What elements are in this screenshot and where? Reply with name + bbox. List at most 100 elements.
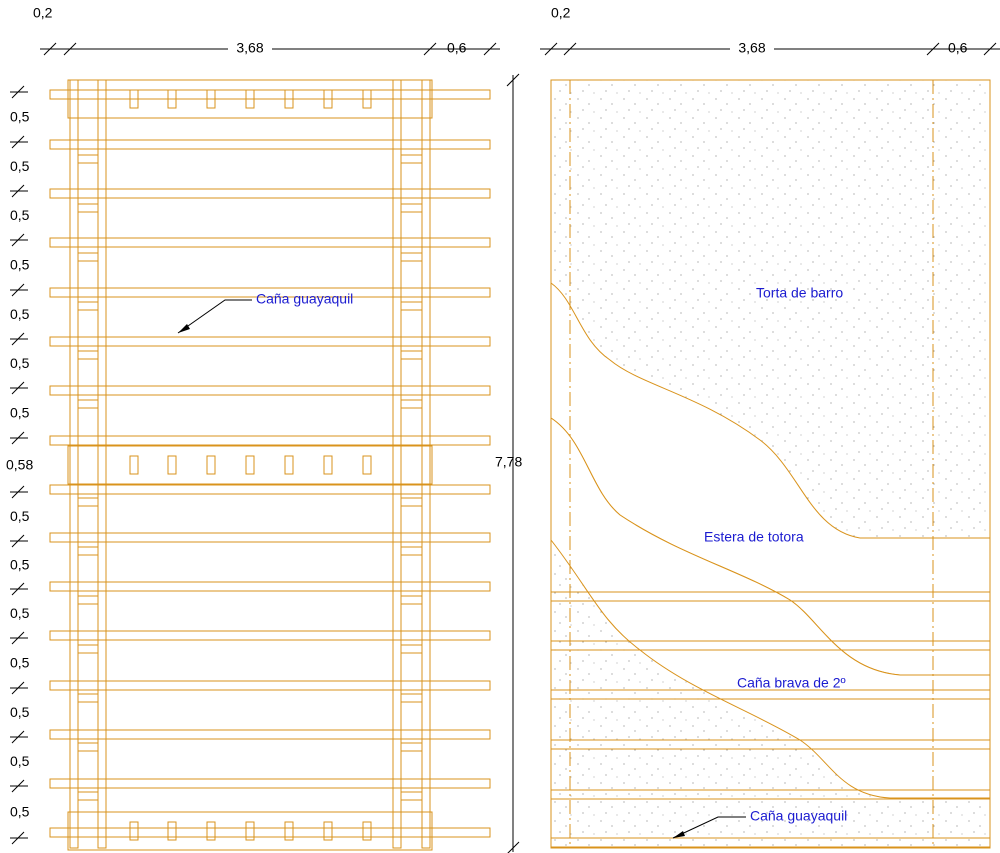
block [400,350,423,360]
leader [177,299,252,334]
block [77,399,99,409]
cane [49,139,491,150]
arrow [178,324,190,333]
block [77,742,99,752]
block [400,497,423,507]
dim: 0,5 [10,109,30,125]
block [323,89,333,109]
left-view [49,79,491,851]
dim-gap [730,40,774,58]
block [400,693,423,703]
block [245,89,255,109]
cane [49,729,491,740]
tick [926,42,940,56]
dim: 0,58 [6,457,33,473]
block [245,821,255,841]
block [400,301,423,311]
block [400,252,423,262]
cane [550,789,991,800]
mat-bg [551,283,990,675]
cane [49,680,491,691]
post [97,79,107,849]
block [77,301,99,311]
label: Caña brava de 2º [737,675,846,691]
block [77,693,99,703]
block [77,791,99,801]
tick [544,42,558,56]
tick [563,42,577,56]
post [69,79,79,849]
beam [67,445,433,485]
block [206,89,216,109]
cane [49,630,491,641]
block [77,497,99,507]
post [421,79,431,849]
cane [49,336,491,347]
cane [49,532,491,543]
dim-gap [228,40,272,58]
block [362,821,372,841]
dim: 3,68 [738,40,765,56]
dim: 0,5 [10,508,30,524]
cane [49,385,491,396]
block [77,154,99,164]
label: Torta de barro [756,285,843,301]
block [284,455,294,475]
cane [550,739,991,750]
tick [63,42,77,56]
block [77,644,99,654]
block [400,203,423,213]
cane [49,287,491,298]
leader [672,816,746,839]
dim: 0,5 [10,704,30,720]
cane [49,581,491,592]
dim: 0,6 [447,40,467,56]
block [77,546,99,556]
label: Estera de totora [704,529,804,545]
block [323,455,333,475]
block [284,821,294,841]
block [400,546,423,556]
tick [43,42,57,56]
dim: 0,5 [10,405,30,421]
block [77,203,99,213]
dim: 0,5 [10,753,30,769]
block [129,455,139,475]
dim: 0,5 [10,655,30,671]
beam [67,79,433,119]
block [77,595,99,605]
block [77,252,99,262]
dim: 0,5 [10,306,30,322]
cane-bg [551,418,990,798]
cane [49,778,491,789]
block [323,821,333,841]
cane [550,591,991,602]
block [400,595,423,605]
block [167,455,177,475]
block [206,821,216,841]
cane [49,435,491,446]
cane [49,89,491,100]
label: Caña guayaquil [256,291,353,307]
block [245,455,255,475]
tick [506,73,520,87]
block [206,455,216,475]
cane [49,237,491,248]
block [400,644,423,654]
cane [550,689,991,700]
label: Caña guayaquil [750,808,847,824]
block [362,455,372,475]
arrow [673,831,685,838]
cane [49,484,491,495]
dim: 0,5 [10,557,30,573]
dim: 0,5 [10,804,30,820]
dim: 0,2 [551,5,571,21]
beam [67,811,433,851]
cane [49,188,491,199]
block [400,154,423,164]
dim: 7,78 [495,454,522,470]
block [284,89,294,109]
tick [423,42,437,56]
dim: 0,5 [10,355,30,371]
